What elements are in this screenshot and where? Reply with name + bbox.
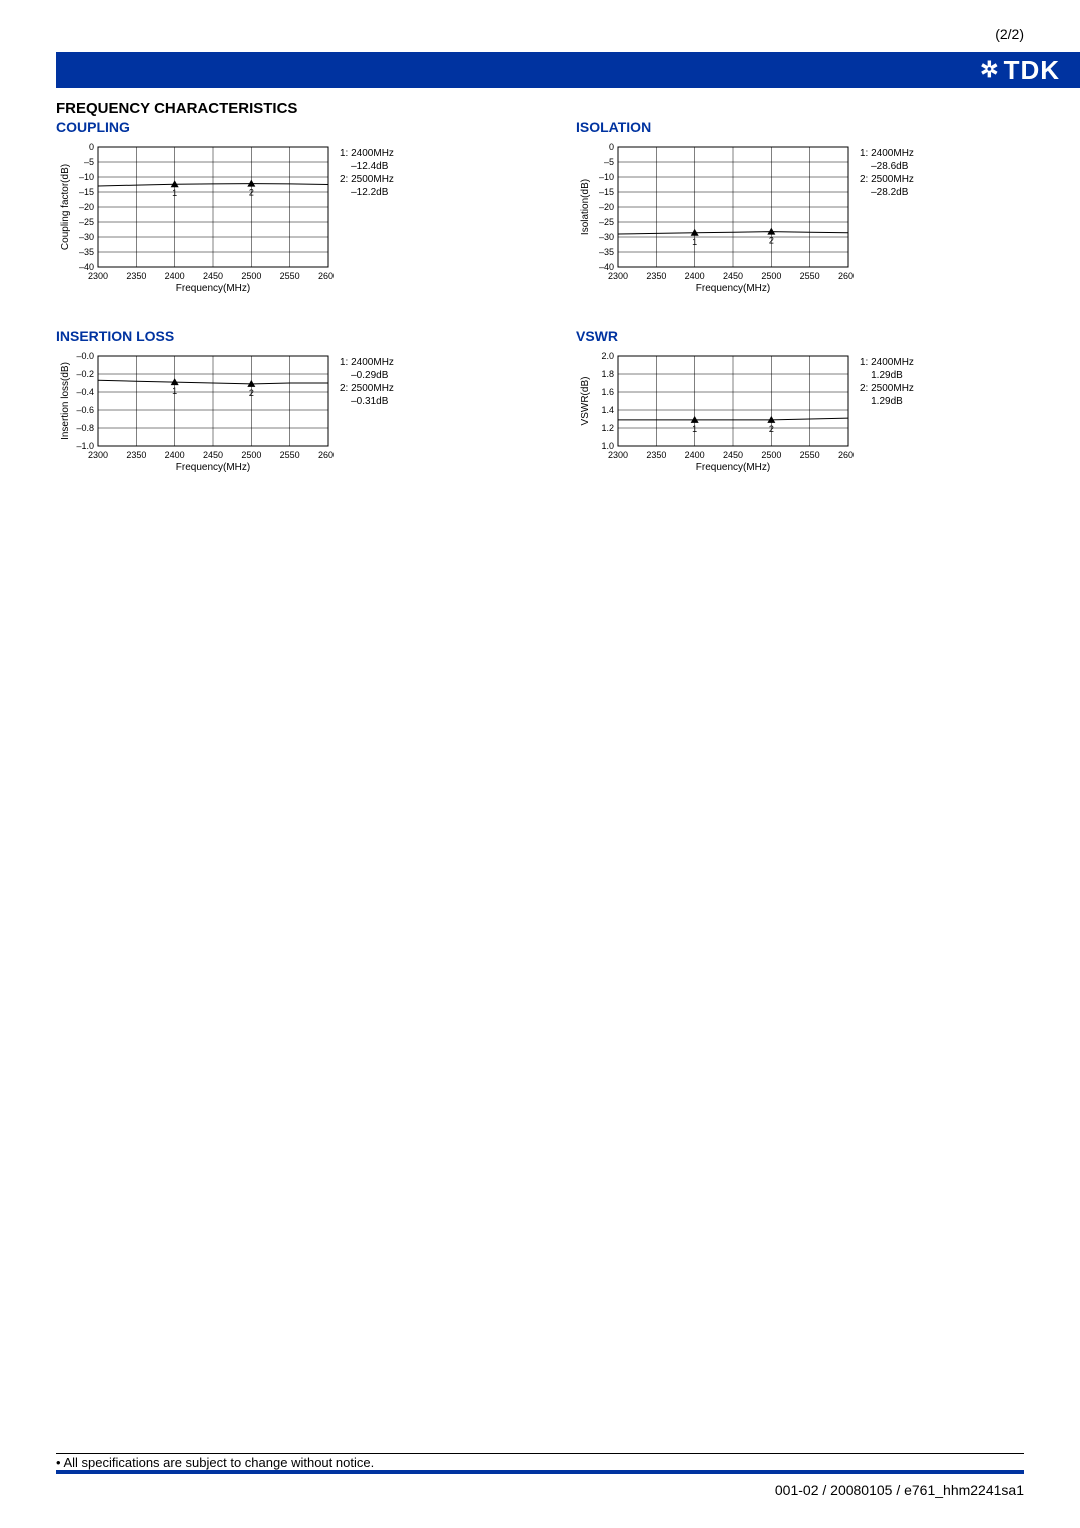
svg-text:2400: 2400 [165, 450, 185, 460]
svg-text:–25: –25 [599, 217, 614, 227]
chart-isolation-svg: –40–35–30–25–20–15–10–502300235024002450… [576, 141, 854, 300]
svg-text:0: 0 [609, 142, 614, 152]
footer-disclaimer: • All specifications are subject to chan… [56, 1455, 374, 1470]
chart-insertion-loss-title: INSERTION LOSS [56, 328, 496, 344]
svg-text:Frequency(MHz): Frequency(MHz) [176, 462, 250, 473]
chart-coupling: COUPLING –40–35–30–25–20–15–10–502300235… [56, 119, 496, 300]
charts-row-1: COUPLING –40–35–30–25–20–15–10–502300235… [56, 119, 1024, 300]
chart-insertion-loss-legend: 1: 2400MHz –0.29dB2: 2500MHz –0.31dB [340, 356, 394, 408]
svg-text:1: 1 [172, 188, 177, 198]
svg-text:Frequency(MHz): Frequency(MHz) [696, 462, 770, 473]
svg-text:–35: –35 [79, 247, 94, 257]
svg-text:–0.8: –0.8 [76, 423, 94, 433]
svg-text:2: 2 [769, 424, 774, 434]
chart-coupling-legend: 1: 2400MHz –12.4dB2: 2500MHz –12.2dB [340, 147, 394, 199]
page-number: (2/2) [995, 26, 1024, 42]
svg-text:2450: 2450 [723, 271, 743, 281]
svg-text:–25: –25 [79, 217, 94, 227]
svg-text:2350: 2350 [646, 271, 666, 281]
svg-text:–15: –15 [599, 187, 614, 197]
svg-text:2600: 2600 [838, 271, 854, 281]
svg-text:2550: 2550 [800, 450, 820, 460]
svg-text:–5: –5 [604, 157, 614, 167]
tdk-symbol-icon: ✲ [980, 57, 999, 83]
svg-text:–30: –30 [79, 232, 94, 242]
chart-insertion-loss: INSERTION LOSS –1.0–0.8–0.6–0.4–0.2–0.02… [56, 328, 496, 479]
svg-text:2400: 2400 [165, 271, 185, 281]
svg-text:Insertion loss(dB): Insertion loss(dB) [60, 362, 71, 440]
svg-text:2500: 2500 [241, 271, 261, 281]
chart-insertion-loss-svg: –1.0–0.8–0.6–0.4–0.2–0.02300235024002450… [56, 350, 334, 479]
svg-text:–0.6: –0.6 [76, 405, 94, 415]
svg-text:2500: 2500 [761, 450, 781, 460]
svg-text:2550: 2550 [280, 450, 300, 460]
svg-text:2450: 2450 [203, 450, 223, 460]
svg-text:2550: 2550 [280, 271, 300, 281]
chart-coupling-svg: –40–35–30–25–20–15–10–502300235024002450… [56, 141, 334, 300]
svg-text:Isolation(dB): Isolation(dB) [580, 179, 591, 235]
svg-text:1: 1 [692, 424, 697, 434]
svg-text:0: 0 [89, 142, 94, 152]
svg-text:1: 1 [172, 386, 177, 396]
svg-text:2300: 2300 [88, 450, 108, 460]
svg-text:2300: 2300 [608, 450, 628, 460]
svg-text:–0.4: –0.4 [76, 387, 94, 397]
svg-text:2.0: 2.0 [601, 351, 614, 361]
tdk-logo: ✲ TDK [980, 55, 1060, 86]
svg-text:2350: 2350 [126, 271, 146, 281]
svg-text:2600: 2600 [318, 450, 334, 460]
svg-text:Frequency(MHz): Frequency(MHz) [696, 283, 770, 294]
svg-text:–15: –15 [79, 187, 94, 197]
svg-text:2: 2 [249, 188, 254, 198]
svg-text:–20: –20 [79, 202, 94, 212]
svg-text:2500: 2500 [241, 450, 261, 460]
chart-isolation: ISOLATION –40–35–30–25–20–15–10–50230023… [576, 119, 1016, 300]
svg-text:–0.2: –0.2 [76, 369, 94, 379]
svg-text:2600: 2600 [318, 271, 334, 281]
svg-text:2300: 2300 [88, 271, 108, 281]
svg-text:2350: 2350 [126, 450, 146, 460]
footer-blue-bar [56, 1470, 1024, 1474]
chart-vswr-svg: 1.01.21.41.61.82.02300235024002450250025… [576, 350, 854, 479]
svg-text:2400: 2400 [685, 271, 705, 281]
chart-coupling-title: COUPLING [56, 119, 496, 135]
svg-text:2400: 2400 [685, 450, 705, 460]
svg-text:–10: –10 [599, 172, 614, 182]
svg-text:2600: 2600 [838, 450, 854, 460]
svg-text:–30: –30 [599, 232, 614, 242]
chart-vswr-legend: 1: 2400MHz 1.29dB2: 2500MHz 1.29dB [860, 356, 914, 408]
charts-row-2: INSERTION LOSS –1.0–0.8–0.6–0.4–0.2–0.02… [56, 328, 1024, 479]
svg-text:1: 1 [692, 237, 697, 247]
svg-text:1.8: 1.8 [601, 369, 614, 379]
svg-text:–5: –5 [84, 157, 94, 167]
svg-text:–35: –35 [599, 247, 614, 257]
svg-text:VSWR(dB): VSWR(dB) [580, 377, 591, 426]
chart-vswr-title: VSWR [576, 328, 1016, 344]
svg-text:2: 2 [249, 388, 254, 398]
content-area: FREQUENCY CHARACTERISTICS COUPLING –40–3… [56, 100, 1024, 507]
footer-divider [56, 1453, 1024, 1454]
header-bar: ✲ TDK [56, 52, 1080, 88]
svg-text:–0.0: –0.0 [76, 351, 94, 361]
chart-vswr: VSWR 1.01.21.41.61.82.023002350240024502… [576, 328, 1016, 479]
svg-text:2350: 2350 [646, 450, 666, 460]
svg-text:1.4: 1.4 [601, 405, 614, 415]
svg-text:2: 2 [769, 236, 774, 246]
svg-text:2300: 2300 [608, 271, 628, 281]
tdk-logo-text: TDK [1004, 55, 1060, 86]
svg-text:2500: 2500 [761, 271, 781, 281]
svg-text:1.2: 1.2 [601, 423, 614, 433]
section-title: FREQUENCY CHARACTERISTICS [56, 100, 1024, 117]
footer-doc-id: 001-02 / 20080105 / e761_hhm2241sa1 [775, 1482, 1024, 1498]
svg-text:Frequency(MHz): Frequency(MHz) [176, 283, 250, 294]
svg-text:Coupling factor(dB): Coupling factor(dB) [60, 164, 71, 250]
chart-isolation-title: ISOLATION [576, 119, 1016, 135]
chart-isolation-legend: 1: 2400MHz –28.6dB2: 2500MHz –28.2dB [860, 147, 914, 199]
svg-text:–10: –10 [79, 172, 94, 182]
svg-text:–20: –20 [599, 202, 614, 212]
svg-text:2550: 2550 [800, 271, 820, 281]
svg-text:1.6: 1.6 [601, 387, 614, 397]
svg-text:2450: 2450 [723, 450, 743, 460]
svg-text:2450: 2450 [203, 271, 223, 281]
